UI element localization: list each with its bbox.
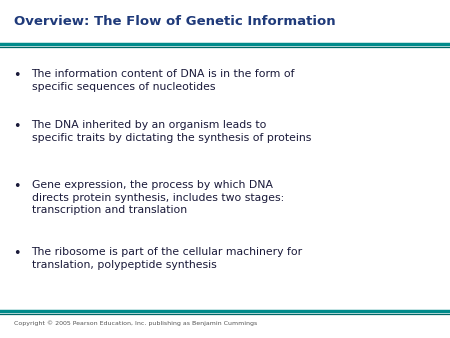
Text: The ribosome is part of the cellular machinery for
translation, polypeptide synt: The ribosome is part of the cellular mac…	[32, 247, 302, 270]
Text: •: •	[14, 247, 21, 260]
Text: Overview: The Flow of Genetic Information: Overview: The Flow of Genetic Informatio…	[14, 15, 335, 28]
Text: The information content of DNA is in the form of
specific sequences of nucleotid: The information content of DNA is in the…	[32, 69, 295, 92]
Text: The DNA inherited by an organism leads to
specific traits by dictating the synth: The DNA inherited by an organism leads t…	[32, 120, 311, 143]
Text: •: •	[14, 180, 21, 193]
Text: Gene expression, the process by which DNA
directs protein synthesis, includes tw: Gene expression, the process by which DN…	[32, 180, 284, 215]
Text: •: •	[14, 69, 21, 82]
Text: •: •	[14, 120, 21, 133]
Text: Copyright © 2005 Pearson Education, Inc. publishing as Benjamin Cummings: Copyright © 2005 Pearson Education, Inc.…	[14, 320, 257, 326]
